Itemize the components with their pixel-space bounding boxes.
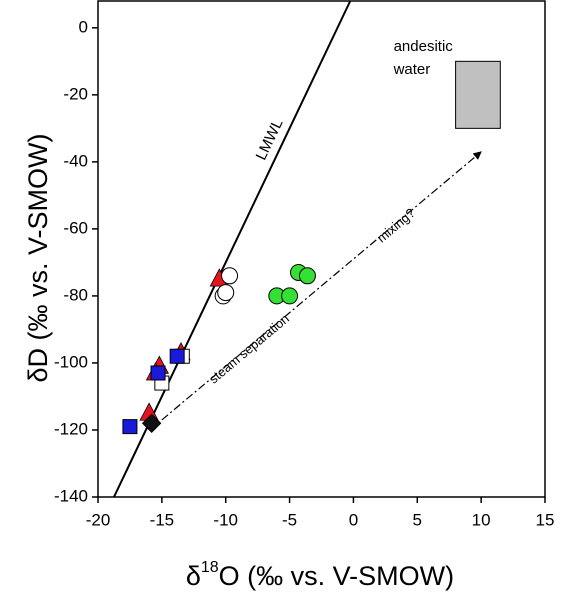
x-label-prefix: δ [186,561,201,591]
x-label-rest: O (‰ vs. V-SMOW) [219,561,455,591]
trend-arrow [161,151,482,421]
x-tick-label: -5 [282,510,297,529]
square-point [150,365,166,381]
circle-point [221,267,239,285]
y-tick-label: -60 [63,218,88,237]
y-tick-label: 0 [79,17,88,36]
trend-label-high: mixing? [374,205,418,245]
x-tick-label: -20 [86,510,111,529]
y-tick-label: -20 [63,84,88,103]
x-tick-label: 10 [472,510,491,529]
lmwl-label: LMWL [253,116,287,162]
square-point [169,348,185,364]
andesitic-box [455,60,501,129]
x-tick-label: -15 [150,510,175,529]
x-tick-label: -10 [213,510,238,529]
box-label-1: andesitic [394,38,454,55]
circle-point [217,284,235,302]
y-tick-label: -100 [54,352,88,371]
x-tick-label: 5 [413,510,422,529]
y-tick-label: -120 [54,419,88,438]
y-tick-label: -40 [63,151,88,170]
x-tick-label: 15 [536,510,555,529]
trend-label-low: steam separation [206,311,292,387]
y-tick-label: -80 [63,285,88,304]
y-axis-label: δD (‰ vs. V-SMOW) [23,133,53,382]
circle-point [298,267,316,285]
x-tick-label: 0 [349,510,358,529]
x-label-sup: 18 [201,559,219,576]
diamond-point [141,413,162,433]
y-tick-label: -140 [54,486,88,505]
x-axis-label: δ18O (‰ vs. V-SMOW) [186,559,454,591]
circle-point [281,287,299,305]
plot-frame [97,0,546,498]
box-label-2: water [393,61,431,78]
square-point [122,419,138,435]
